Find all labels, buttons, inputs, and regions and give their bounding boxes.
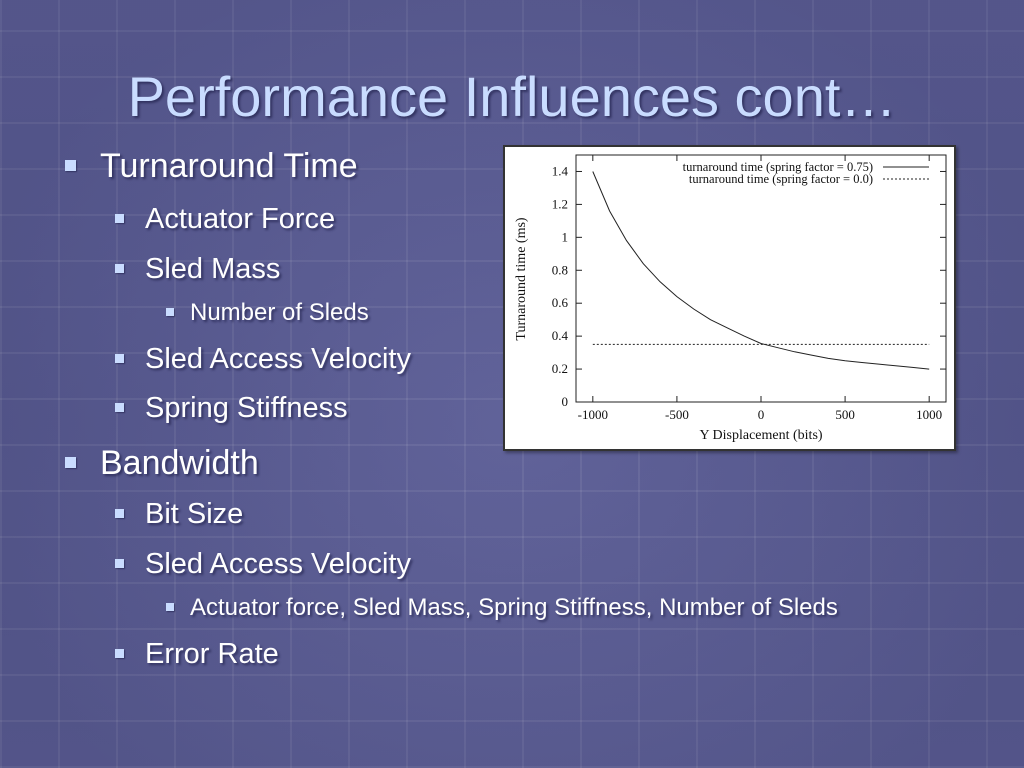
square-bullet-icon	[166, 308, 174, 316]
bullet-number-of-sleds: Number of Sleds	[166, 299, 369, 327]
bullet-sled-access-velocity: Sled Access Velocity	[115, 342, 411, 376]
y-tick-label: 0.2	[552, 361, 568, 376]
x-tick-label: -1000	[578, 407, 608, 422]
bullet-velocity-factors: Actuator force, Sled Mass, Spring Stiffn…	[166, 594, 838, 622]
square-bullet-icon	[115, 354, 124, 363]
bullet-text: Sled Mass	[145, 253, 281, 285]
y-tick-label: 1.4	[552, 163, 569, 178]
slide-title: Performance Influences cont…	[127, 65, 897, 128]
x-tick-label: 1000	[916, 407, 942, 422]
square-bullet-icon	[115, 559, 124, 568]
square-bullet-icon	[115, 509, 124, 518]
y-tick-label: 0.8	[552, 262, 568, 277]
x-tick-label: 0	[758, 407, 765, 422]
bullet-sled-mass: Sled Mass	[115, 252, 281, 286]
legend-label: turnaround time (spring factor = 0.75)	[683, 160, 873, 174]
bullet-text: Spring Stiffness	[145, 392, 348, 424]
bullet-turnaround-time: Turnaround Time	[65, 146, 358, 186]
y-tick-label: 1.2	[552, 196, 568, 211]
square-bullet-icon	[65, 457, 76, 468]
bullet-actuator-force: Actuator Force	[115, 202, 336, 236]
legend-label: turnaround time (spring factor = 0.0)	[689, 172, 873, 186]
bullet-bandwidth: Bandwidth	[65, 443, 259, 483]
square-bullet-icon	[115, 649, 124, 658]
x-tick-label: 500	[835, 407, 855, 422]
series-lines	[592, 171, 930, 370]
square-bullet-icon	[166, 603, 174, 611]
bullet-text: Bit Size	[145, 498, 244, 530]
y-tick-label: 0.4	[552, 328, 569, 343]
axis-ticks: 0 0.2 0.4 0.6 0.8 1 1.2 1.4 -1000 -500 0 500 1000	[552, 155, 946, 422]
square-bullet-icon	[115, 403, 124, 412]
y-axis-label: Turnaround time (ms)	[514, 217, 529, 340]
y-tick-label: 0.6	[552, 295, 569, 310]
chart-legend: turnaround time (spring factor = 0.75)tu…	[683, 160, 929, 186]
square-bullet-icon	[115, 264, 124, 273]
y-tick-label: 1	[562, 229, 569, 244]
bullet-error-rate: Error Rate	[115, 637, 279, 671]
bullet-sled-access-velocity-2: Sled Access Velocity	[115, 547, 411, 581]
x-axis-label: Y Displacement (bits)	[699, 428, 822, 443]
y-tick-label: 0	[562, 394, 569, 409]
turnaround-chart: 0 0.2 0.4 0.6 0.8 1 1.2 1.4 -1000 -500 0 500 1000 tu…	[503, 145, 956, 451]
bullet-text: Actuator force, Sled Mass, Spring Stiffn…	[190, 594, 838, 621]
square-bullet-icon	[65, 160, 76, 171]
series-line-1	[592, 171, 930, 370]
x-tick-label: -500	[665, 407, 689, 422]
chart-svg: 0 0.2 0.4 0.6 0.8 1 1.2 1.4 -1000 -500 0 500 1000 tu…	[514, 154, 947, 443]
bullet-text: Turnaround Time	[100, 147, 358, 185]
bullet-spring-stiffness: Spring Stiffness	[115, 391, 348, 425]
bullet-text: Sled Access Velocity	[145, 548, 411, 580]
bullet-text: Error Rate	[145, 638, 279, 670]
bullet-text: Number of Sleds	[190, 299, 369, 326]
bullet-text: Actuator Force	[145, 203, 336, 235]
bullet-text: Bandwidth	[100, 444, 259, 482]
square-bullet-icon	[115, 214, 124, 223]
bullet-text: Sled Access Velocity	[145, 343, 411, 375]
bullet-bit-size: Bit Size	[115, 497, 244, 531]
